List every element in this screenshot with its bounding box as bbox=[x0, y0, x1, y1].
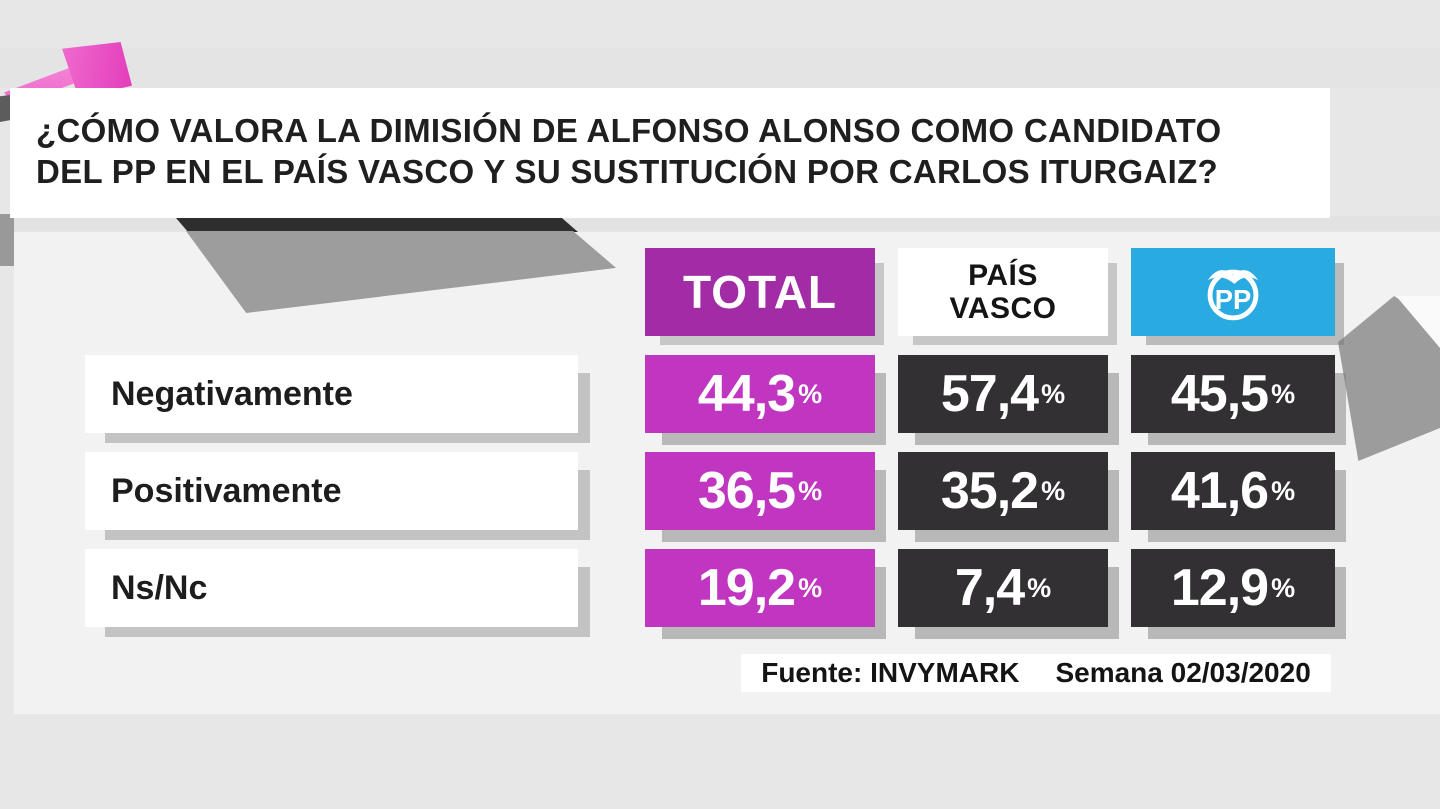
value-cell-paisvasco-negativamente: 57,4% bbox=[898, 355, 1108, 433]
value-cell-pp-negativamente: 45,5% bbox=[1131, 355, 1335, 433]
percent-sign: % bbox=[1027, 572, 1052, 603]
value-number: 36,5 bbox=[697, 462, 796, 520]
percent-sign: % bbox=[1271, 378, 1296, 409]
percent-sign: % bbox=[798, 378, 823, 409]
value-cell-total-nsnc: 19,2% bbox=[645, 549, 875, 627]
column-header-pais-vasco-line2: VASCO bbox=[949, 292, 1057, 325]
percent-sign: % bbox=[1041, 475, 1066, 506]
left-shadow-strip bbox=[0, 214, 14, 266]
percent-sign: % bbox=[798, 572, 823, 603]
column-header-pais-vasco-line1: PAÍS bbox=[968, 259, 1038, 292]
column-header-pp: PP bbox=[1131, 248, 1335, 336]
source-footer: Fuente: INVYMARK Semana 02/03/2020 bbox=[741, 654, 1331, 692]
row-label-positivamente: Positivamente bbox=[85, 452, 578, 530]
value-number: 12,9 bbox=[1170, 559, 1269, 617]
percent-sign: % bbox=[1041, 378, 1066, 409]
value-number: 44,3 bbox=[697, 365, 796, 423]
week-label: Semana 02/03/2020 bbox=[1055, 657, 1311, 688]
value-cell-paisvasco-nsnc: 7,4% bbox=[898, 549, 1108, 627]
source-label: Fuente: INVYMARK bbox=[761, 657, 1020, 688]
value-cell-paisvasco-positivamente: 35,2% bbox=[898, 452, 1108, 530]
value-number: 35,2 bbox=[940, 462, 1039, 520]
row-label-text: Positivamente bbox=[111, 471, 342, 510]
value-number: 19,2 bbox=[697, 559, 796, 617]
column-header-total: TOTAL bbox=[645, 248, 875, 336]
value-number: 57,4 bbox=[940, 365, 1039, 423]
percent-sign: % bbox=[1271, 572, 1296, 603]
column-header-pais-vasco: PAÍS VASCO bbox=[898, 248, 1108, 336]
question-title-box: ¿CÓMO VALORA LA DIMISIÓN DE ALFONSO ALON… bbox=[10, 88, 1330, 218]
value-number: 41,6 bbox=[1170, 462, 1269, 520]
row-label-text: Negativamente bbox=[111, 374, 353, 413]
background-band bbox=[0, 48, 1440, 88]
value-number: 45,5 bbox=[1170, 365, 1269, 423]
title-shadow-dark bbox=[176, 218, 578, 232]
value-cell-pp-positivamente: 41,6% bbox=[1131, 452, 1335, 530]
pp-logo-letters: PP bbox=[1215, 284, 1252, 315]
percent-sign: % bbox=[1271, 475, 1296, 506]
row-label-nsnc: Ns/Nc bbox=[85, 549, 578, 627]
row-label-negativamente: Negativamente bbox=[85, 355, 578, 433]
column-header-total-label: TOTAL bbox=[682, 266, 838, 318]
value-cell-pp-nsnc: 12,9% bbox=[1131, 549, 1335, 627]
value-number: 7,4 bbox=[954, 559, 1025, 617]
pp-party-logo-icon: PP bbox=[1207, 269, 1259, 321]
value-cell-total-positivamente: 36,5% bbox=[645, 452, 875, 530]
percent-sign: % bbox=[798, 475, 823, 506]
question-line-1: ¿CÓMO VALORA LA DIMISIÓN DE ALFONSO ALON… bbox=[36, 112, 1222, 149]
question-line-2: DEL PP EN EL PAÍS VASCO Y SU SUSTITUCIÓN… bbox=[36, 153, 1219, 190]
row-label-text: Ns/Nc bbox=[111, 568, 208, 607]
value-cell-total-negativamente: 44,3% bbox=[645, 355, 875, 433]
